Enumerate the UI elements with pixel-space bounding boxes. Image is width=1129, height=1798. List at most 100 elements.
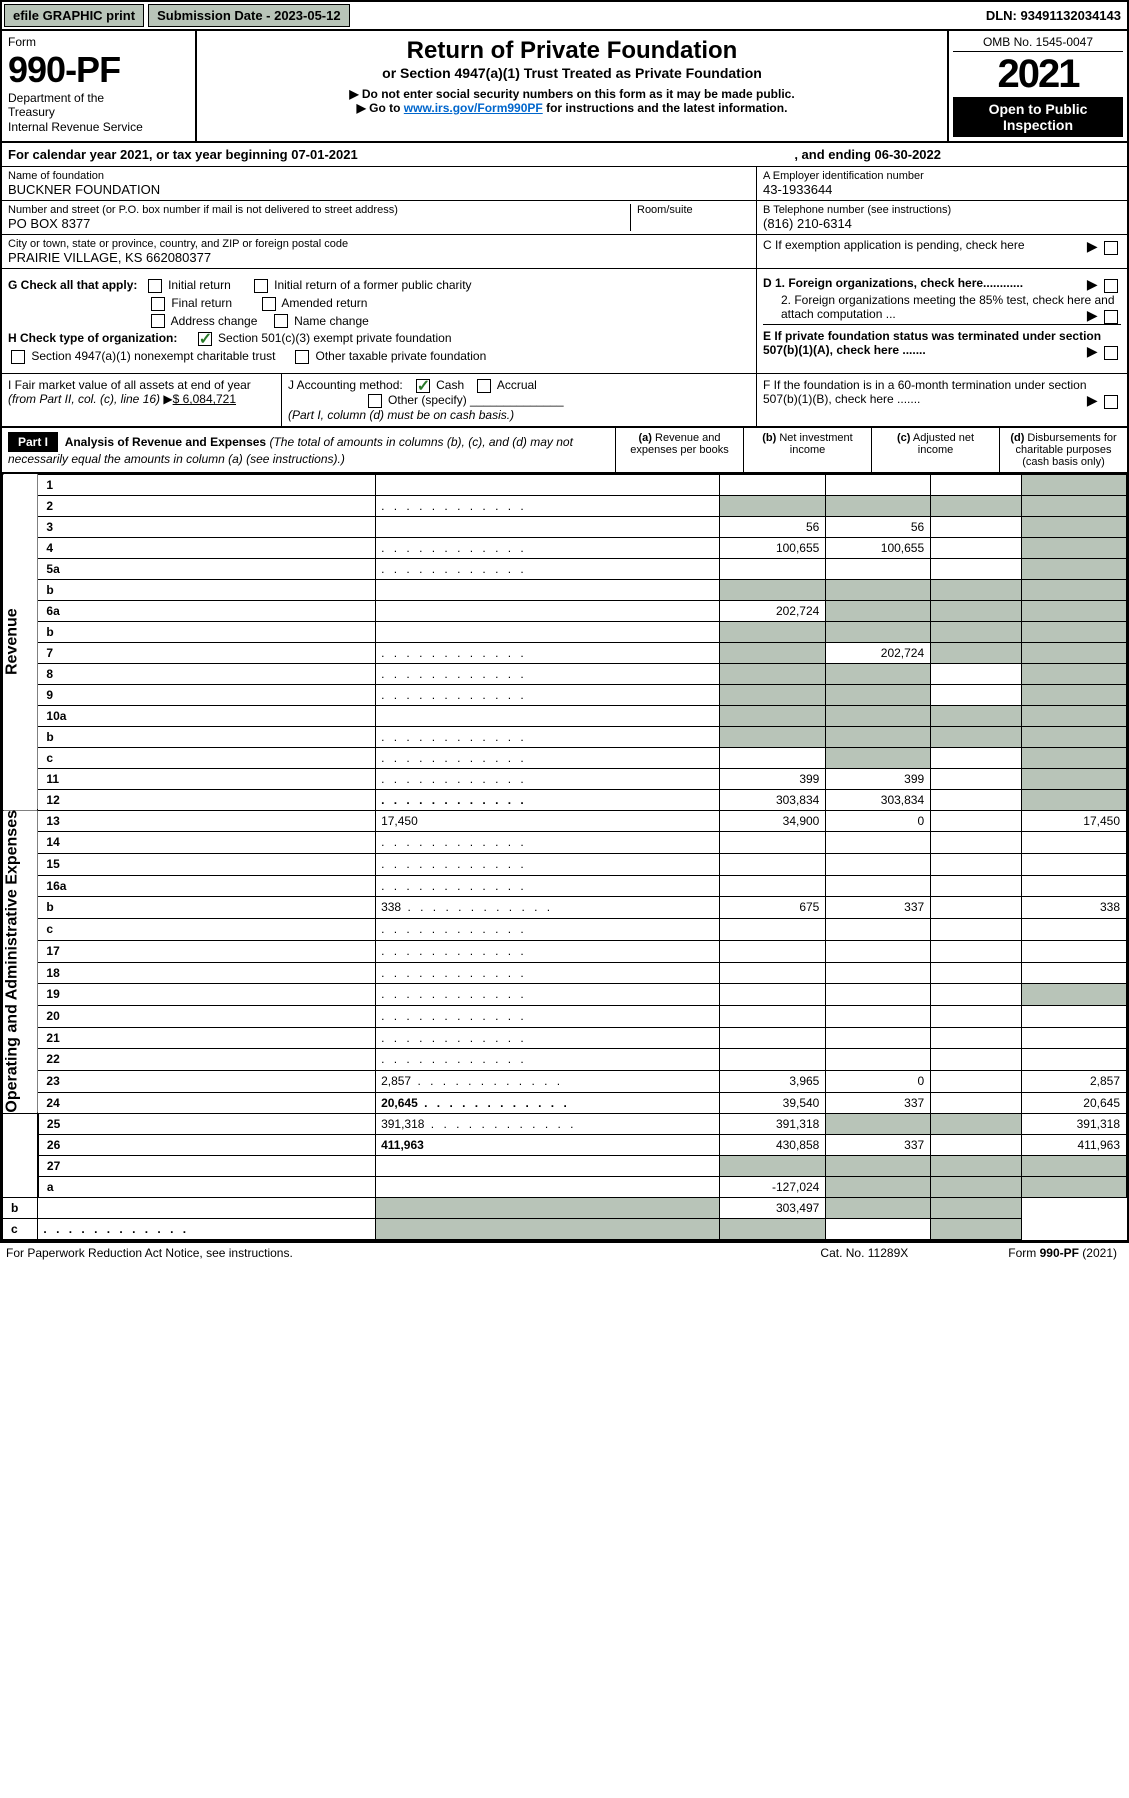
form-label: Form <box>8 35 189 49</box>
col-d-value <box>1022 642 1127 663</box>
col-d-value <box>1022 984 1127 1006</box>
col-d-value <box>1022 919 1127 941</box>
j-other-checkbox[interactable] <box>368 394 382 408</box>
table-row: a-127,024 <box>3 1177 1127 1198</box>
line-description <box>376 919 720 941</box>
g2-checkbox[interactable] <box>254 279 268 293</box>
col-c-value <box>931 854 1022 876</box>
g3-checkbox[interactable] <box>151 297 165 311</box>
irs-link[interactable]: www.irs.gov/Form990PF <box>404 101 543 115</box>
h2-checkbox[interactable] <box>11 350 25 364</box>
address-cell: Number and street (or P.O. box number if… <box>2 201 756 235</box>
f-checkbox[interactable] <box>1104 395 1118 409</box>
col-d-value <box>1022 832 1127 854</box>
col-a-value: 202,724 <box>720 600 826 621</box>
col-c-value <box>931 789 1022 810</box>
g6-checkbox[interactable] <box>274 314 288 328</box>
calendar-ending: , and ending 06-30-2022 <box>794 147 941 162</box>
table-row: 2 <box>3 495 1127 516</box>
table-row: 35656 <box>3 516 1127 537</box>
col-a-value <box>720 1049 826 1071</box>
line-number: 17 <box>38 940 376 962</box>
line-description <box>376 663 720 684</box>
col-d-value <box>1022 789 1127 810</box>
line-number: 3 <box>38 516 376 537</box>
g1-checkbox[interactable] <box>148 279 162 293</box>
col-c-value <box>826 1198 931 1219</box>
g5-checkbox[interactable] <box>151 314 165 328</box>
line-number: b <box>38 579 376 600</box>
col-d-value <box>1022 1177 1127 1198</box>
line-description: 17,450 <box>376 810 720 832</box>
paperwork-notice: For Paperwork Reduction Act Notice, see … <box>6 1246 293 1260</box>
line-description <box>376 537 720 558</box>
col-a-value: -127,024 <box>720 1177 826 1198</box>
line-number: 4 <box>38 537 376 558</box>
j-accrual-checkbox[interactable] <box>477 379 491 393</box>
col-d-value <box>1022 747 1127 768</box>
form-container: efile GRAPHIC print Submission Date - 20… <box>0 0 1129 1242</box>
line-description <box>376 832 720 854</box>
col-a-value <box>720 875 826 897</box>
table-row: b <box>3 726 1127 747</box>
col-b-value <box>826 962 931 984</box>
open-public-label: Open to Public Inspection <box>953 97 1123 137</box>
col-a-value <box>720 726 826 747</box>
g4-checkbox[interactable] <box>262 297 276 311</box>
line-number: 8 <box>38 663 376 684</box>
col-b-value: 337 <box>826 1092 931 1114</box>
line-number: 21 <box>38 1027 376 1049</box>
line-description <box>376 1027 720 1049</box>
col-a-value: 391,318 <box>720 1114 826 1135</box>
header-left: Form 990-PF Department of theTreasuryInt… <box>2 31 197 141</box>
col-d-value <box>1022 1156 1127 1177</box>
h-line: H Check type of organization: Section 50… <box>8 331 750 346</box>
col-a-value: 100,655 <box>720 537 826 558</box>
col-d-value <box>1022 537 1127 558</box>
line-number: b <box>38 897 376 919</box>
col-b-value: 337 <box>826 897 931 919</box>
c-checkbox[interactable] <box>1104 241 1118 255</box>
table-row: c <box>3 1219 1127 1240</box>
col-d-value <box>931 1198 1022 1219</box>
col-c-value <box>931 962 1022 984</box>
table-row: 15 <box>3 854 1127 876</box>
line-description <box>376 875 720 897</box>
col-c-value <box>931 1005 1022 1027</box>
submission-button[interactable]: Submission Date - 2023-05-12 <box>148 4 350 27</box>
col-d-value <box>1022 474 1127 495</box>
h3-checkbox[interactable] <box>295 350 309 364</box>
col-c-value <box>931 537 1022 558</box>
col-d-value <box>1022 705 1127 726</box>
efile-button[interactable]: efile GRAPHIC print <box>4 4 144 27</box>
col-b-value <box>826 875 931 897</box>
col-d-value <box>1022 684 1127 705</box>
col-a-value <box>720 1027 826 1049</box>
line-description <box>376 854 720 876</box>
e-checkbox[interactable] <box>1104 346 1118 360</box>
table-row: c <box>3 747 1127 768</box>
line-description: 2,857 <box>376 1070 720 1092</box>
col-c-value <box>931 875 1022 897</box>
h1-checkbox[interactable] <box>198 332 212 346</box>
col-c-value <box>931 1114 1022 1135</box>
col-b-value <box>826 1027 931 1049</box>
table-row: 12303,834303,834 <box>3 789 1127 810</box>
line-description: 391,318 <box>376 1114 720 1135</box>
line-number: c <box>3 1219 38 1240</box>
table-row: 232,8573,96502,857 <box>3 1070 1127 1092</box>
col-d-value <box>1022 854 1127 876</box>
col-d-value <box>1022 516 1127 537</box>
table-row: 9 <box>3 684 1127 705</box>
col-a-value <box>720 705 826 726</box>
table-row: 22 <box>3 1049 1127 1071</box>
line-number: c <box>38 747 376 768</box>
j-cash-checkbox[interactable] <box>416 379 430 393</box>
d1-checkbox[interactable] <box>1104 279 1118 293</box>
col-b-value <box>826 474 931 495</box>
top-bar: efile GRAPHIC print Submission Date - 20… <box>2 2 1127 31</box>
col-a-value <box>720 474 826 495</box>
col-b-value <box>826 832 931 854</box>
col-a-value <box>376 1219 720 1240</box>
d2-checkbox[interactable] <box>1104 310 1118 324</box>
